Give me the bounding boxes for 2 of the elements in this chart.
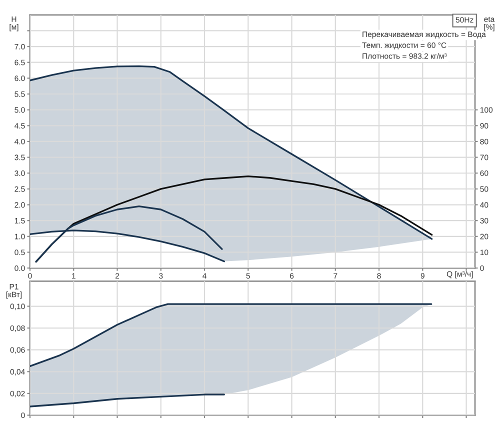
line-series [30, 394, 225, 408]
line-series [30, 303, 432, 368]
